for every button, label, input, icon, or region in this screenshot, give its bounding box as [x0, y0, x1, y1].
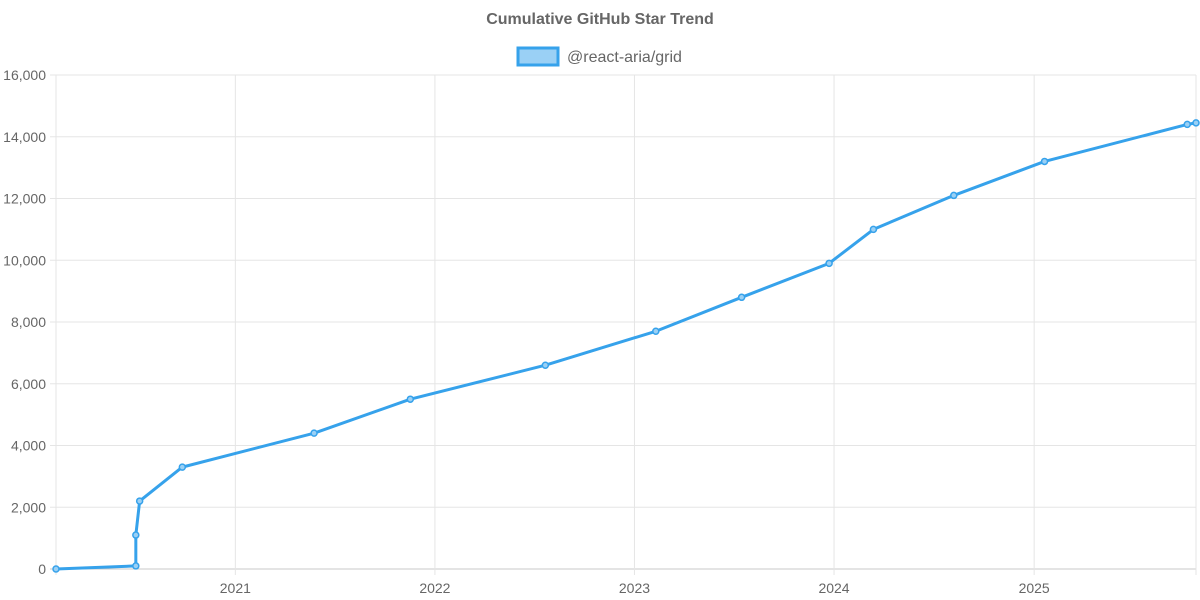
- x-tick-label: 2024: [818, 580, 849, 596]
- data-point[interactable]: [135, 497, 144, 505]
- legend-label[interactable]: @react-aria/grid: [567, 49, 682, 66]
- data-point[interactable]: [1183, 120, 1192, 129]
- series-line: [54, 121, 1198, 571]
- y-tick-label: 2,000: [11, 499, 46, 515]
- data-point[interactable]: [1040, 157, 1049, 166]
- y-tick-label: 16,000: [3, 67, 46, 83]
- data-point[interactable]: [406, 395, 415, 403]
- data-point[interactable]: [869, 225, 878, 234]
- data-point[interactable]: [52, 565, 60, 573]
- y-tick-label: 6,000: [11, 376, 46, 392]
- data-point[interactable]: [737, 293, 746, 302]
- x-tick-label: 2023: [619, 580, 650, 596]
- data-point[interactable]: [132, 531, 140, 539]
- y-tick-label: 4,000: [11, 438, 46, 454]
- data-point[interactable]: [310, 429, 318, 437]
- y-tick-label: 14,000: [3, 129, 46, 145]
- data-point[interactable]: [1192, 119, 1200, 127]
- data-point[interactable]: [132, 562, 140, 570]
- y-tick-label: 10,000: [3, 252, 46, 268]
- chart-title: Cumulative GitHub Star Trend: [486, 11, 714, 28]
- grid: [50, 74, 1197, 575]
- x-tick-label: 2022: [419, 580, 450, 596]
- legend-swatch[interactable]: [516, 46, 560, 67]
- y-tick-label: 12,000: [3, 191, 46, 207]
- y-tick-label: 8,000: [11, 314, 46, 330]
- data-point[interactable]: [652, 327, 660, 336]
- x-tick-label: 2021: [220, 580, 251, 596]
- data-point[interactable]: [541, 361, 550, 369]
- y-tick-label: 0: [38, 561, 46, 577]
- series-layer: [52, 119, 1200, 573]
- data-point[interactable]: [950, 191, 958, 200]
- x-tick-label: 2025: [1019, 580, 1050, 596]
- data-point[interactable]: [178, 463, 187, 471]
- legend[interactable]: @react-aria/grid: [516, 46, 682, 67]
- axes: 0 2,000 4,000 6,000 8,000 10,000 12,000 14,000 1…: [3, 67, 1050, 596]
- data-point[interactable]: [825, 259, 833, 268]
